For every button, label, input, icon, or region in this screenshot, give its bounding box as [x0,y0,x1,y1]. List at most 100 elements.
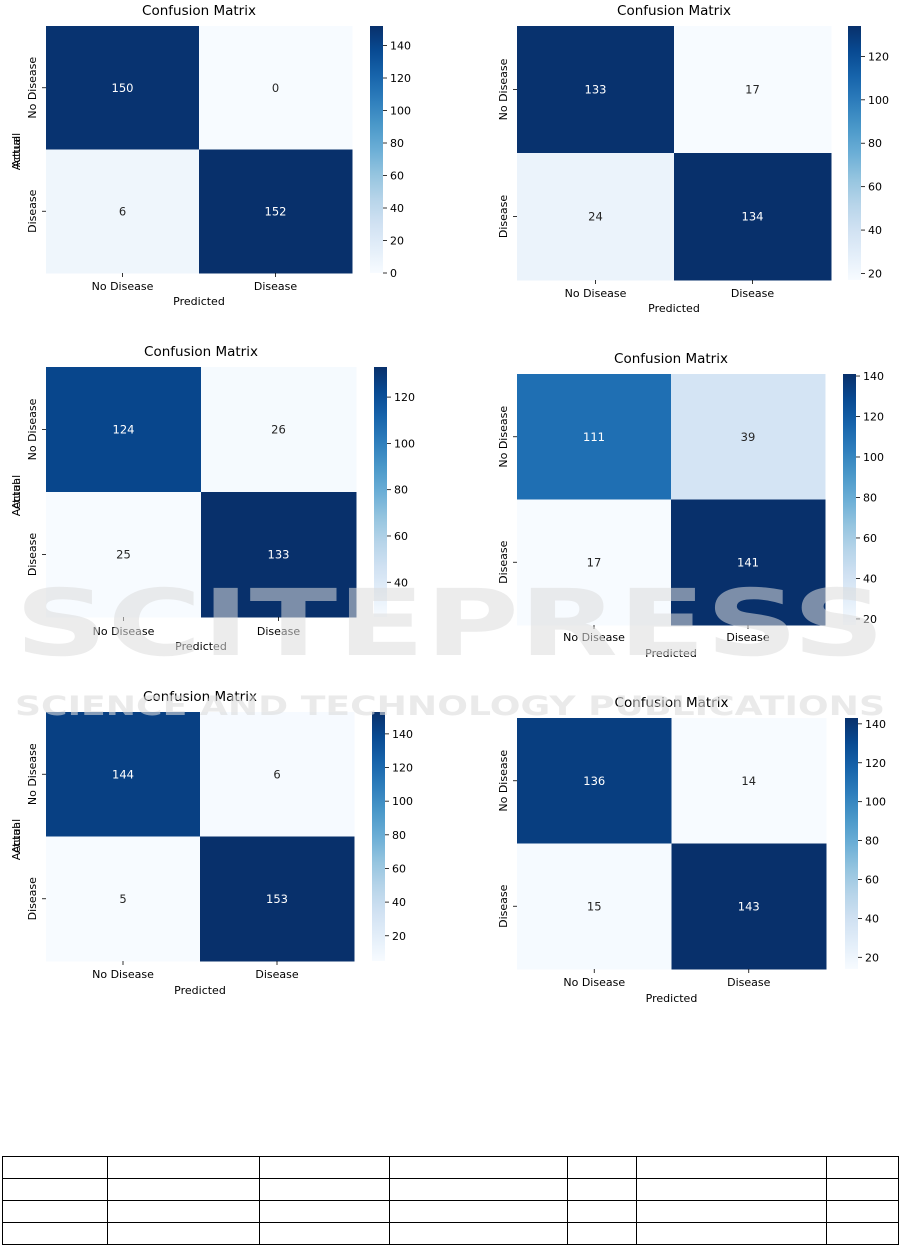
table-row [2,1156,899,1179]
cell-value: 5 [119,892,126,906]
matrix-cell [200,836,355,962]
x-axis-label: Predicted [175,640,227,653]
matrix-cell [517,374,672,500]
matrix-cell [46,149,200,274]
matrix-cell [201,367,357,493]
matrix-cell [671,718,827,844]
table-row [2,1200,899,1223]
y-tick-label: Disease [497,884,510,927]
colorbar-tick-label: 40 [868,224,882,237]
matrix-cell [201,492,357,618]
colorbar [843,374,856,625]
table-cell [826,1156,899,1179]
colorbar [845,718,858,969]
x-tick-label: No Disease [93,625,155,638]
table-cell [636,1200,827,1223]
x-axis-label: Predicted [646,992,698,1005]
cell-value: 150 [112,81,134,95]
chart-2: Confusion Matrix 133 17 24 134 No Disease Dise… [10,3,889,315]
chart-title: Confusion Matrix [614,351,728,367]
colorbar-tick-label: 60 [392,862,406,875]
x-tick-label: Disease [731,287,774,300]
cell-value: 134 [742,210,764,224]
colorbar-tick-label: 0 [390,267,397,280]
colorbar-tick-label: 40 [863,572,877,585]
y-tick-label: Disease [497,540,510,583]
chart-6: Confusion Matrix 136 14 15 143 No Disease Dise… [10,695,886,1005]
matrix-cell [200,712,355,837]
colorbar-tick-label: 120 [394,391,415,404]
x-axis-label: Predicted [174,984,226,997]
chart-title: Confusion Matrix [142,3,256,19]
chart-title: Confusion Matrix [144,344,258,360]
matrix-cell [199,26,353,150]
cell-value: 6 [273,767,280,781]
table-cell [826,1178,899,1201]
colorbar-tick-label: 40 [390,202,404,215]
colorbar-tick-label: 100 [394,437,415,450]
colorbar-tick-label: 100 [390,105,411,118]
table-cell [259,1178,390,1201]
matrix-cell [517,499,672,626]
matrix-cell [46,836,201,962]
cell-value: 15 [587,899,602,913]
y-axis-label: Actual [10,133,23,167]
colorbar-tick-label: 140 [865,718,886,731]
chart-3: Confusion Matrix 124 26 25 133 No Disease Dise… [10,344,415,653]
cell-value: 152 [265,204,287,218]
x-axis-label: Predicted [645,647,697,660]
colorbar-tick-label: 100 [865,796,886,809]
colorbar-tick-label: 80 [868,137,882,150]
table-cell [259,1156,390,1179]
y-axis-label: Actual [10,475,23,509]
colorbar-tick-label: 80 [392,829,406,842]
y-tick-label: Disease [26,533,39,576]
colorbar-tick-label: 120 [865,757,886,770]
cell-value: 14 [741,774,756,788]
matrix-cell [671,843,827,970]
colorbar-tick-label: 100 [863,451,884,464]
matrix-cell [199,149,353,274]
table-cell [389,1156,568,1179]
cell-value: 17 [745,83,760,97]
table-cell [567,1178,637,1201]
cell-value: 111 [583,430,605,444]
matrix-cell [46,26,200,150]
matrix-cell [674,26,832,154]
cell-value: 26 [271,423,286,437]
y-tick-label: No Disease [497,58,510,120]
table-cell [107,1200,260,1223]
table-cell [636,1156,827,1179]
matrix-cell [517,718,672,844]
cell-value: 39 [741,430,756,444]
y-tick-label: No Disease [497,750,510,812]
table-cell [107,1178,260,1201]
y-tick-label: Disease [26,877,39,920]
colorbar-tick-label: 20 [390,235,404,248]
matrix-cell [517,26,675,154]
cell-value: 133 [585,83,607,97]
y-tick-label: No Disease [26,57,39,119]
chart-4: Confusion Matrix 111 39 17 141 No Disease Dise… [10,351,884,660]
cell-value: 25 [116,548,131,562]
cell-value: 6 [119,204,126,218]
table-cell [389,1200,568,1223]
colorbar-tick-label: 20 [392,930,406,943]
colorbar-tick-label: 20 [868,267,882,280]
colorbar-tick-label: 120 [868,50,889,63]
matrix-cell [46,712,201,837]
chart-title: Confusion Matrix [615,695,729,711]
colorbar-tick-label: 20 [865,951,879,964]
table-cell [2,1200,108,1223]
cell-value: 17 [587,555,602,569]
matrix-cell [674,153,832,281]
colorbar-tick-label: 80 [390,137,404,150]
matrix-cell [517,843,672,970]
table-cell [2,1178,108,1201]
cell-value: 24 [588,210,603,224]
x-tick-label: Disease [257,625,300,638]
colorbar-tick-label: 140 [863,370,884,383]
table-cell [107,1156,260,1179]
table-row [2,1178,899,1201]
colorbar-tick-label: 120 [392,762,413,775]
